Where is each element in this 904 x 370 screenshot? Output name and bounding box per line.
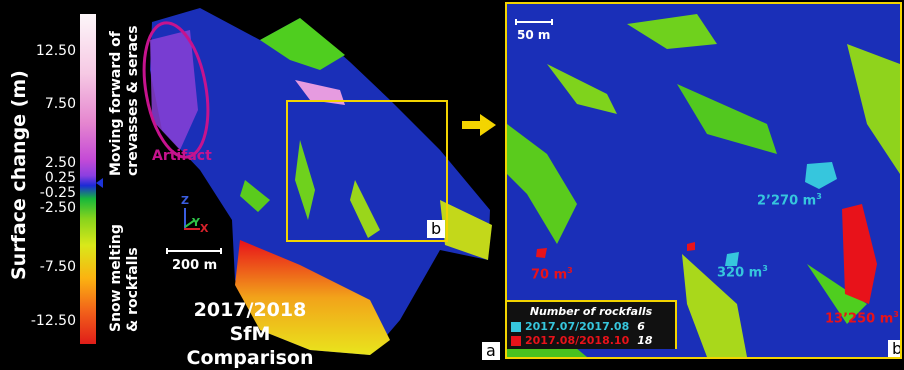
rockfall-red — [536, 248, 547, 258]
melt-zone-bottom — [235, 240, 390, 355]
melt-streak — [295, 140, 315, 220]
melt-zone-right — [440, 200, 492, 260]
colorbar-tick: -7.50 — [39, 259, 76, 275]
glacier-surface — [150, 8, 490, 355]
panel-letter-a: a — [482, 342, 500, 360]
colorbar-tick: 7.50 — [44, 96, 76, 112]
melt-streak — [240, 180, 270, 212]
lower-side-label: Snow melting & rockfalls — [108, 224, 141, 332]
rockfall-cyan — [725, 252, 739, 266]
right-panel: 50 m 2’270 m3 70 m3 320 m3 13’250 m3 Num… — [505, 2, 902, 359]
melt-streak — [507, 124, 577, 244]
axis-z-label: Z — [181, 194, 189, 207]
scale-bar-label: 200 m — [172, 258, 218, 273]
artifact-label: Artifact — [152, 148, 212, 164]
surface-change-map — [142, 8, 492, 355]
legend-row: 2017.08/2018.10 18 — [511, 334, 671, 347]
volume-label: 320 m3 — [717, 264, 768, 281]
colorbar-zero-marker — [96, 178, 103, 188]
melt-streak — [847, 44, 900, 174]
melt-zone-top — [260, 18, 345, 70]
volume-label: 13’250 m3 — [825, 310, 899, 327]
colorbar-tick: -2.50 — [39, 200, 76, 216]
figure-title: 2017/2018 SfM Comparison — [186, 299, 314, 369]
rockfall-red — [842, 204, 877, 304]
colorbar — [80, 14, 96, 344]
legend-row: 2017.07/2017.08 6 — [511, 320, 671, 333]
axis-y-label: Y — [192, 216, 200, 229]
colorbar-tick: -0.25 — [39, 185, 76, 201]
volume-label: 2’270 m3 — [757, 192, 822, 209]
panel-letter-b: b — [888, 340, 900, 357]
colorbar-tick: 12.50 — [35, 43, 76, 59]
zoom-surface-map — [507, 4, 900, 357]
rockfall-legend: Number of rockfalls 2017.07/2017.08 6 20… — [507, 300, 677, 349]
melt-streak — [350, 180, 380, 238]
legend-count: 6 — [637, 320, 645, 333]
zoom-arrow-icon — [462, 114, 496, 136]
colorbar-tick: 0.25 — [44, 170, 76, 186]
upper-side-label: Moving forward of crevasses & seracs — [108, 25, 141, 176]
axis-glyph: Z Y X — [180, 194, 210, 238]
legend-period: 2017.08/2018.10 — [525, 334, 630, 347]
melt-streak — [547, 64, 617, 114]
left-panel: Surface change (m) 12.50 7.50 2.50 0.25 … — [8, 8, 500, 369]
rockfall-cyan — [805, 162, 837, 189]
melt-streak — [807, 264, 867, 324]
zoom-scale-bar — [515, 19, 553, 25]
zoom-box-letter: b — [427, 220, 446, 238]
melt-streak — [682, 254, 747, 357]
artifact-ellipse — [142, 21, 210, 159]
melt-streak — [627, 14, 717, 49]
zoom-box — [286, 100, 448, 242]
legend-swatch — [511, 335, 521, 346]
legend-period: 2017.07/2017.08 — [525, 320, 630, 333]
legend-title: Number of rockfalls — [529, 305, 653, 318]
legend-swatch — [511, 321, 521, 332]
serac-zone — [150, 30, 198, 150]
melt-streak — [677, 84, 777, 154]
serac-zone — [295, 80, 345, 105]
colorbar-tick: 2.50 — [44, 155, 76, 171]
rockfall-red — [687, 242, 695, 251]
zoom-scale-label: 50 m — [517, 28, 551, 42]
colorbar-tick: -12.50 — [30, 313, 76, 329]
volume-label: 70 m3 — [531, 266, 573, 283]
axis-x-label: X — [200, 222, 209, 235]
legend-count: 18 — [637, 334, 653, 347]
scale-bar — [166, 248, 222, 254]
